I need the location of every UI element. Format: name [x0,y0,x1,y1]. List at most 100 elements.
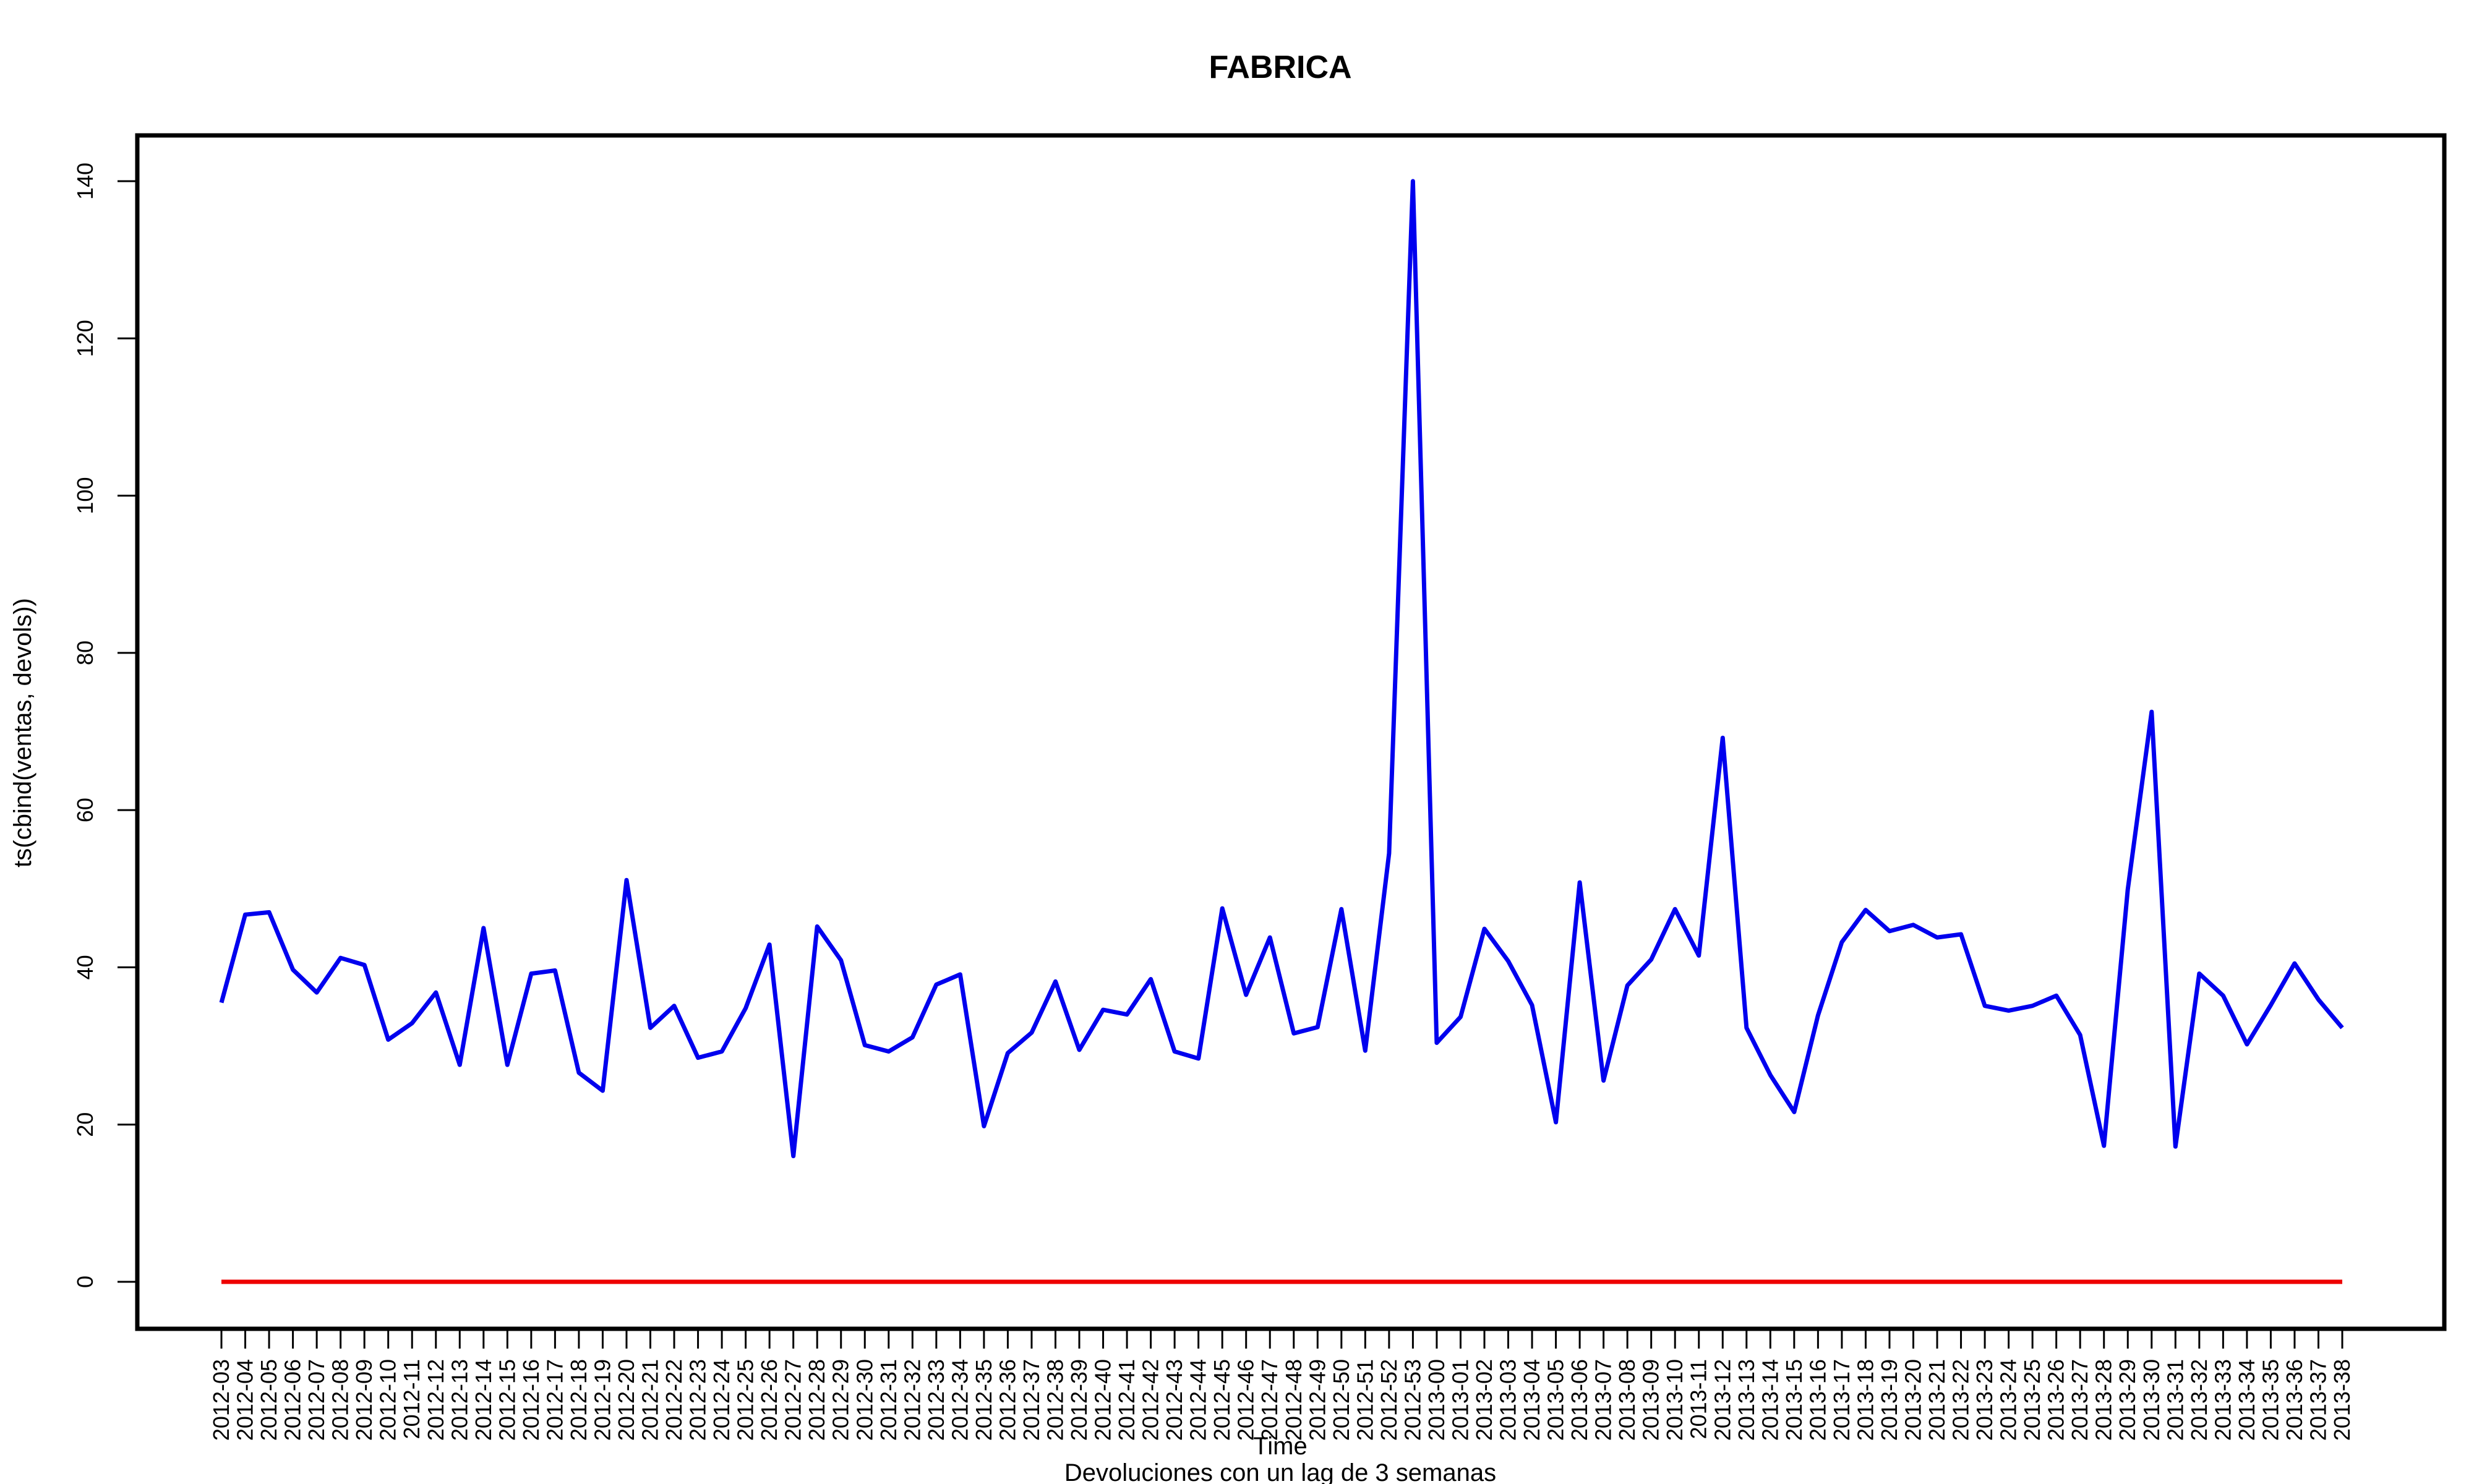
x-tick-label: 2013-00 [1424,1359,1449,1441]
x-tick-label: 2012-20 [614,1359,639,1441]
x-tick-label: 2013-28 [2091,1359,2117,1441]
y-tick-label: 60 [72,798,98,822]
x-tick-label: 2012-38 [1042,1359,1068,1441]
x-tick-label: 2013-19 [1877,1359,1902,1441]
x-tick-label: 2012-03 [208,1359,234,1441]
x-tick-label: 2012-22 [661,1359,687,1441]
x-tick-label: 2012-50 [1329,1359,1354,1441]
x-tick-label: 2012-53 [1400,1359,1425,1441]
x-tick-label: 2013-14 [1757,1359,1783,1441]
x-tick-label: 2012-05 [256,1359,281,1441]
x-tick-label: 2012-30 [852,1359,877,1441]
y-tick-label: 100 [72,477,98,514]
x-tick-label: 2012-14 [471,1359,496,1441]
x-tick-label: 2012-04 [233,1359,258,1441]
x-tick-label: 2012-12 [423,1359,448,1441]
x-tick-label: 2012-37 [1019,1359,1044,1441]
x-tick-label: 2013-21 [1924,1359,1950,1441]
x-tick-label: 2012-51 [1352,1359,1377,1441]
x-tick-label: 2012-09 [351,1359,377,1441]
x-tick-label: 2012-07 [304,1359,329,1441]
x-tick-label: 2013-04 [1519,1359,1544,1441]
x-tick-label: 2013-13 [1734,1359,1759,1441]
x-tick-label: 2012-06 [280,1359,306,1441]
y-tick-label: 0 [72,1276,98,1288]
x-tick-label: 2012-52 [1376,1359,1402,1441]
x-tick-label: 2013-33 [2210,1359,2235,1441]
x-tick-label: 2012-08 [328,1359,353,1441]
x-tick-label: 2012-27 [781,1359,806,1441]
x-tick-label: 2013-09 [1638,1359,1664,1441]
x-tick-label: 2012-46 [1233,1359,1259,1441]
x-tick-label: 2012-29 [828,1359,854,1441]
x-tick-label: 2012-33 [923,1359,949,1441]
x-tick-label: 2013-29 [2115,1359,2140,1441]
x-tick-label: 2013-01 [1447,1359,1473,1441]
x-tick-label: 2012-35 [971,1359,996,1441]
x-tick-label: 2012-18 [566,1359,591,1441]
x-tick-label: 2013-15 [1781,1359,1807,1441]
x-tick-label: 2013-08 [1614,1359,1640,1441]
y-tick-label: 120 [72,320,98,357]
x-tick-label: 2013-20 [1900,1359,1925,1441]
plot-frame [135,133,2447,1331]
x-tick-label: 2013-11 [1686,1359,1711,1439]
x-tick-label: 2012-32 [899,1359,925,1441]
x-tick-label: 2012-21 [638,1359,663,1441]
x-tick-label: 2013-06 [1567,1359,1592,1441]
x-tick-label: 2012-25 [733,1359,758,1441]
y-tick-label: 40 [72,955,98,979]
y-axis: 0 20 40 60 80 100 120 140 [72,163,139,1288]
x-tick-label: 2012-28 [804,1359,829,1441]
x-tick-label: 2013-32 [2186,1359,2212,1441]
x-tick-label: 2013-26 [2044,1359,2069,1441]
x-tick-label: 2013-34 [2234,1359,2259,1441]
x-tick-label: 2012-26 [756,1359,782,1441]
x-tick-label: 2013-05 [1543,1359,1569,1441]
x-tick-label: 2013-16 [1805,1359,1830,1441]
x-axis-label: Time [1253,1433,1307,1460]
x-tick-label: 2012-13 [447,1359,472,1441]
x-tick-label: 2012-45 [1209,1359,1235,1441]
x-axis-sublabel: Devoluciones con un lag de 3 semanas [1064,1459,1496,1484]
x-tick-label: 2012-48 [1281,1359,1306,1441]
x-tick-label: 2012-34 [947,1359,972,1441]
x-tick-label: 2013-38 [2329,1359,2355,1441]
chart-title: FABRICA [1209,49,1351,85]
x-tick-label: 2013-31 [2162,1359,2188,1441]
x-tick-label: 2013-17 [1829,1359,1854,1441]
x-tick-label: 2013-12 [1710,1359,1735,1441]
x-tick-label: 2012-40 [1090,1359,1116,1441]
x-tick-label: 2012-15 [494,1359,520,1441]
x-tick-label: 2012-24 [709,1359,734,1441]
x-tick-label: 2013-30 [2139,1359,2164,1441]
x-tick-label: 2013-35 [2258,1359,2283,1441]
x-tick-label: 2013-22 [1948,1359,1974,1441]
x-tick-label: 2012-39 [1066,1359,1092,1441]
series-layer [219,179,2344,1284]
x-tick-label: 2012-44 [1186,1359,1211,1441]
x-tick-label: 2013-18 [1852,1359,1878,1441]
x-tick-label: 2012-17 [542,1359,567,1441]
x-tick-label: 2013-25 [2019,1359,2045,1441]
y-tick-label: 20 [72,1112,98,1137]
x-tick-label: 2012-47 [1257,1359,1282,1441]
x-tick-label: 2013-36 [2282,1359,2307,1441]
x-tick-label: 2013-24 [1996,1359,2021,1441]
x-tick-label: 2012-16 [518,1359,544,1441]
x-tick-label: 2012-11 [399,1359,424,1439]
x-tick-label: 2012-31 [876,1359,901,1441]
y-axis-label: ts(cbind(ventas, devols)) [9,598,36,868]
x-tick-label: 2013-02 [1471,1359,1497,1441]
x-tick-label: 2012-23 [685,1359,711,1441]
x-tick-label: 2012-49 [1304,1359,1330,1441]
x-tick-label: 2013-23 [1972,1359,1997,1441]
series-line-1 [219,179,2344,1159]
x-tick-label: 2012-42 [1138,1359,1163,1441]
x-tick-label: 2013-10 [1662,1359,1687,1441]
x-tick-label: 2012-36 [995,1359,1020,1441]
x-tick-label: 2013-27 [2067,1359,2092,1441]
x-tick-label: 2012-10 [375,1359,401,1441]
x-tick-label: 2013-03 [1496,1359,1521,1441]
